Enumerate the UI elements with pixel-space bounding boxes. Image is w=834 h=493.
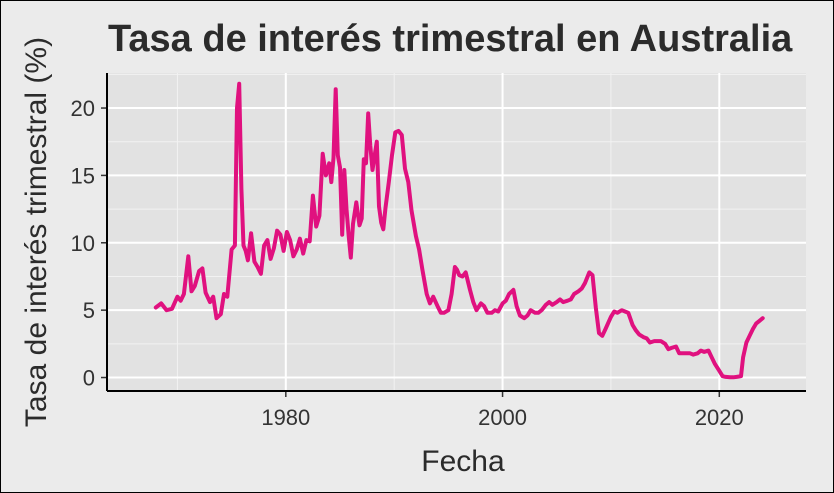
y-tick-label: 20 <box>71 96 95 121</box>
chart-title: Tasa de interés trimestral en Australia <box>108 18 793 60</box>
x-tick-label: 2000 <box>478 405 527 430</box>
plot-panel <box>107 73 806 391</box>
x-axis: 1980 2000 2020 <box>107 390 806 430</box>
y-axis: 0 5 10 15 20 <box>71 73 108 391</box>
series-line <box>153 81 765 380</box>
x-axis-title: Fecha <box>421 445 505 478</box>
x-tick-label: 2020 <box>695 405 744 430</box>
y-tick-label: 15 <box>71 163 95 188</box>
y-axis-title: Tasa de interés trimestral (%) <box>20 37 53 427</box>
y-tick-label: 10 <box>71 231 95 256</box>
x-tick-label: 1980 <box>261 405 310 430</box>
y-tick-label: 0 <box>83 366 95 391</box>
grid-minor <box>107 73 806 391</box>
y-tick-label: 5 <box>83 298 95 323</box>
grid-major <box>107 73 806 391</box>
